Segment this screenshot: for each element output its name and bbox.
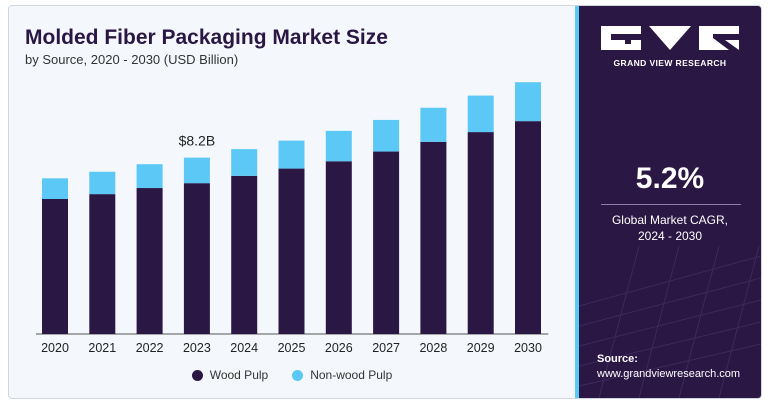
legend-item-wood-pulp: Wood Pulp bbox=[191, 368, 269, 382]
cagr-label-line2: 2024 - 2030 bbox=[637, 229, 703, 243]
cagr-value: 5.2% bbox=[635, 162, 705, 195]
x-tick-label-2029: 2029 bbox=[467, 341, 495, 355]
background-pattern bbox=[579, 245, 761, 398]
chart-title: Molded Fiber Packaging Market Size bbox=[25, 26, 388, 49]
legend-item-non-wood-pulp: Non-wood Pulp bbox=[292, 368, 392, 382]
x-tick-label-2024: 2024 bbox=[230, 341, 258, 355]
data-label-2023: $8.2B bbox=[179, 133, 216, 149]
accent-divider bbox=[575, 6, 579, 398]
bar-wood-pulp-2020 bbox=[42, 198, 68, 334]
x-tick-label-2022: 2022 bbox=[136, 341, 164, 355]
source-url[interactable]: www.grandviewresearch.com bbox=[597, 368, 741, 380]
chart-legend: Wood Pulp Non-wood Pulp bbox=[9, 368, 575, 382]
x-tick-label-2025: 2025 bbox=[278, 341, 306, 355]
cagr-label-line1: Global Market CAGR, bbox=[611, 213, 729, 227]
bar-non-wood-pulp-2021 bbox=[89, 171, 116, 195]
bar-wood-pulp-2025 bbox=[278, 168, 305, 334]
grand-view-research-logo bbox=[601, 26, 739, 50]
x-tick-label-2028: 2028 bbox=[419, 341, 447, 355]
legend-label-wood-pulp: Wood Pulp bbox=[209, 368, 269, 382]
bar-non-wood-pulp-2026 bbox=[325, 130, 352, 162]
x-tick-label-2027: 2027 bbox=[372, 341, 400, 355]
bar-wood-pulp-2021 bbox=[89, 194, 116, 334]
bar-non-wood-pulp-2022 bbox=[136, 164, 163, 189]
x-tick-label-2020: 2020 bbox=[41, 341, 69, 355]
bar-non-wood-pulp-2030 bbox=[515, 82, 541, 122]
bar-wood-pulp-2026 bbox=[325, 161, 352, 334]
bar-wood-pulp-2029 bbox=[467, 132, 494, 334]
cagr-divider bbox=[601, 204, 741, 205]
chart-panel: Molded Fiber Packaging Market Size by So… bbox=[9, 6, 575, 398]
bar-non-wood-pulp-2029 bbox=[467, 95, 494, 133]
bar-wood-pulp-2027 bbox=[373, 151, 400, 334]
bar-chart: 2020 2021 2022 2023 $8.2B 2024 2025 2026 2027 202… bbox=[36, 82, 549, 355]
summary-panel: GRAND VIEW RESEARCH 5.2% Global Market C… bbox=[579, 6, 761, 398]
bar-non-wood-pulp-2025 bbox=[278, 140, 305, 169]
bar-wood-pulp-2030 bbox=[515, 121, 541, 334]
x-tick-label-2030: 2030 bbox=[514, 341, 542, 355]
source-label: Source: bbox=[597, 353, 638, 365]
chart-subtitle: by Source, 2020 - 2030 (USD Billion) bbox=[25, 52, 239, 67]
bar-wood-pulp-2022 bbox=[136, 188, 163, 334]
bar-non-wood-pulp-2028 bbox=[420, 107, 447, 142]
legend-swatch-non-wood-pulp bbox=[292, 369, 304, 381]
brand-name: GRAND VIEW RESEARCH bbox=[613, 58, 727, 68]
bar-non-wood-pulp-2027 bbox=[373, 119, 400, 152]
bar-non-wood-pulp-2023 bbox=[183, 157, 210, 184]
bar-non-wood-pulp-2024 bbox=[231, 149, 258, 176]
legend-label-non-wood-pulp: Non-wood Pulp bbox=[310, 368, 393, 382]
infographic-card: Molded Fiber Packaging Market Size by So… bbox=[8, 5, 762, 399]
cagr-label: Global Market CAGR, 2024 - 2030 bbox=[579, 212, 761, 244]
x-tick-label-2021: 2021 bbox=[88, 341, 116, 355]
bar-wood-pulp-2028 bbox=[420, 141, 447, 334]
bar-wood-pulp-2023 bbox=[183, 183, 210, 334]
x-tick-label-2026: 2026 bbox=[325, 341, 353, 355]
legend-swatch-wood-pulp bbox=[191, 369, 203, 381]
x-tick-label-2023: 2023 bbox=[183, 341, 211, 355]
bar-wood-pulp-2024 bbox=[231, 175, 258, 334]
bar-non-wood-pulp-2020 bbox=[42, 178, 68, 199]
